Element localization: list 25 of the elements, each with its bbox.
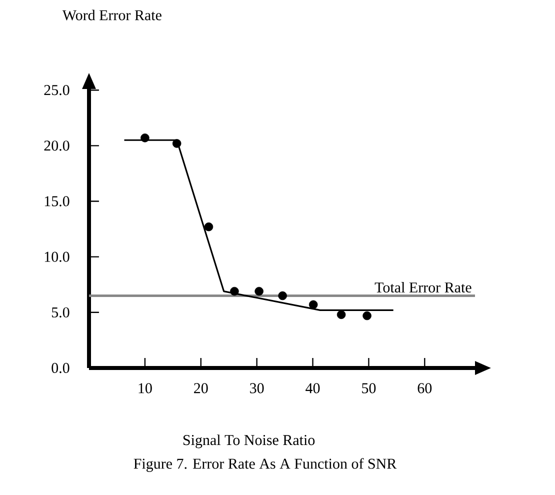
point — [140, 134, 150, 142]
point — [336, 310, 346, 320]
x-tick-label: 60 — [418, 383, 432, 394]
point — [278, 291, 287, 300]
x-tick-label: 10 — [138, 383, 152, 394]
point — [230, 286, 239, 296]
point — [254, 286, 264, 296]
y-tick-label: 0.0 — [52, 362, 70, 374]
caption: Figure 7. Error Rate As A Function of SNR — [134, 458, 397, 472]
y-tick-label: 25.0 — [44, 85, 70, 96]
ref-line-label: Total Error Rate — [374, 282, 472, 293]
point — [204, 222, 214, 232]
x-tick-label: 30 — [250, 383, 264, 394]
y-axis-title: Word Error Rate — [62, 10, 162, 20]
point — [172, 139, 182, 148]
point — [362, 311, 372, 320]
point — [308, 300, 318, 310]
x-tick-label: 40 — [306, 383, 320, 394]
y-tick-label: 15.0 — [44, 196, 70, 206]
y-tick-label: 10.0 — [44, 252, 70, 262]
x-axis-title: Signal To Noise Ratio — [183, 434, 315, 448]
x-tick-label: 50 — [362, 383, 376, 394]
x-tick-label: 20 — [194, 383, 208, 394]
y-tick-label: 5.0 — [52, 307, 70, 318]
y-tick-label: 20.0 — [44, 140, 70, 151]
